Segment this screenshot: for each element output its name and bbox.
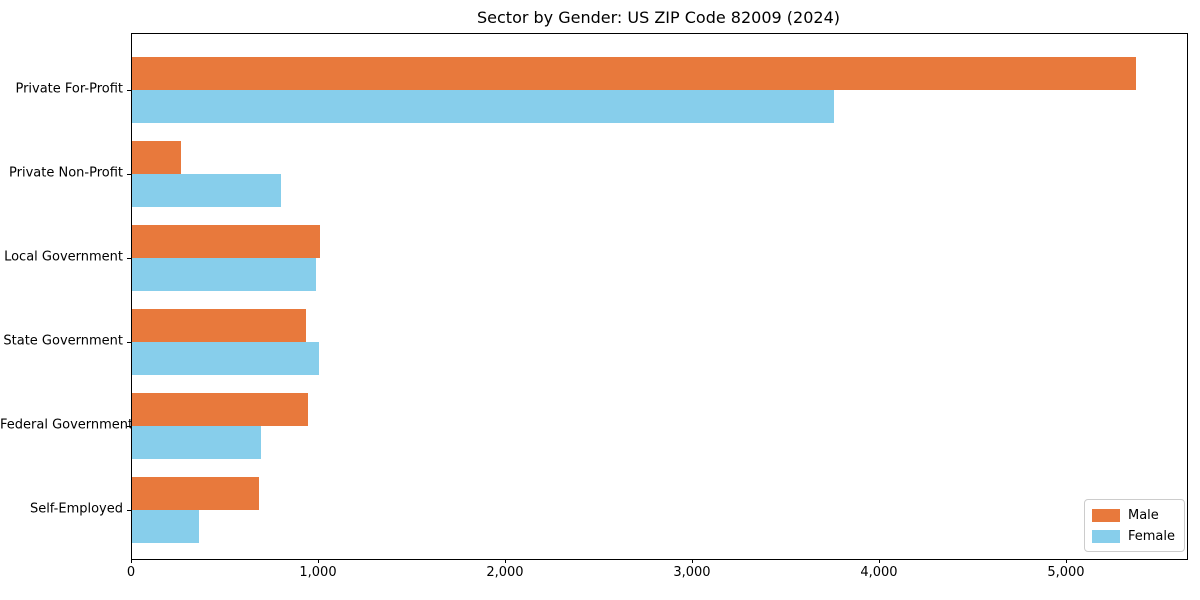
- ytick-mark-private-non-profit: [127, 173, 131, 175]
- chart-title: Sector by Gender: US ZIP Code 82009 (202…: [477, 8, 840, 27]
- bar-male-self-employed: [132, 477, 260, 510]
- xtick-label-0: 0: [126, 565, 136, 580]
- ytick-label-federal-government: Federal Government: [0, 417, 134, 433]
- bar-male-private-non-profit: [132, 141, 181, 174]
- ytick-mark-federal-government: [127, 425, 131, 427]
- plot-area: [127, 33, 1188, 560]
- ytick-label-private-non-profit: Private Non-Profit: [9, 165, 123, 181]
- ytick-mark-private-for-profit: [127, 89, 131, 91]
- xtick-mark-1,000: [317, 559, 319, 563]
- legend: Male Female: [1083, 499, 1185, 552]
- ytick-label-private-for-profit: Private For-Profit: [15, 81, 123, 97]
- ytick-mark-local-government: [127, 257, 131, 259]
- legend-item-female: Female: [1091, 527, 1175, 545]
- bar-female-private-for-profit: [132, 90, 835, 123]
- xtick-mark-5,000: [1065, 559, 1067, 563]
- xtick-mark-0: [131, 559, 132, 563]
- xtick-label-2,000: 2,000: [486, 565, 524, 580]
- xtick-label-5,000: 5,000: [1047, 565, 1085, 580]
- ytick-label-self-employed: Self-Employed: [29, 501, 123, 517]
- bar-female-private-non-profit: [132, 174, 281, 207]
- bar-female-local-government: [132, 258, 317, 291]
- bar-male-federal-government: [132, 393, 308, 426]
- bar-female-self-employed: [132, 510, 200, 543]
- bar-female-state-government: [132, 342, 319, 375]
- xtick-mark-3,000: [691, 559, 693, 563]
- xtick-label-1,000: 1,000: [299, 565, 337, 580]
- legend-item-male: Male: [1091, 506, 1175, 524]
- bar-male-state-government: [132, 309, 306, 342]
- legend-label-female: Female: [1127, 528, 1175, 544]
- ytick-mark-state-government: [127, 341, 131, 343]
- y-axis-labels: Private For-Profit Private Non-Profit Loca…: [0, 33, 134, 558]
- bar-female-federal-government: [132, 426, 261, 459]
- bar-male-local-government: [132, 225, 320, 258]
- bar-male-private-for-profit: [132, 57, 1137, 90]
- xtick-label-4,000: 4,000: [860, 565, 898, 580]
- ytick-label-local-government: Local Government: [4, 249, 123, 265]
- xtick-mark-2,000: [504, 559, 506, 563]
- legend-swatch-female: [1091, 529, 1120, 543]
- xtick-label-3,000: 3,000: [673, 565, 711, 580]
- xtick-mark-4,000: [878, 559, 880, 563]
- ytick-mark-self-employed: [127, 509, 131, 511]
- ytick-label-state-government: State Government: [3, 333, 123, 349]
- legend-swatch-male: [1091, 508, 1120, 522]
- legend-label-male: Male: [1127, 507, 1159, 523]
